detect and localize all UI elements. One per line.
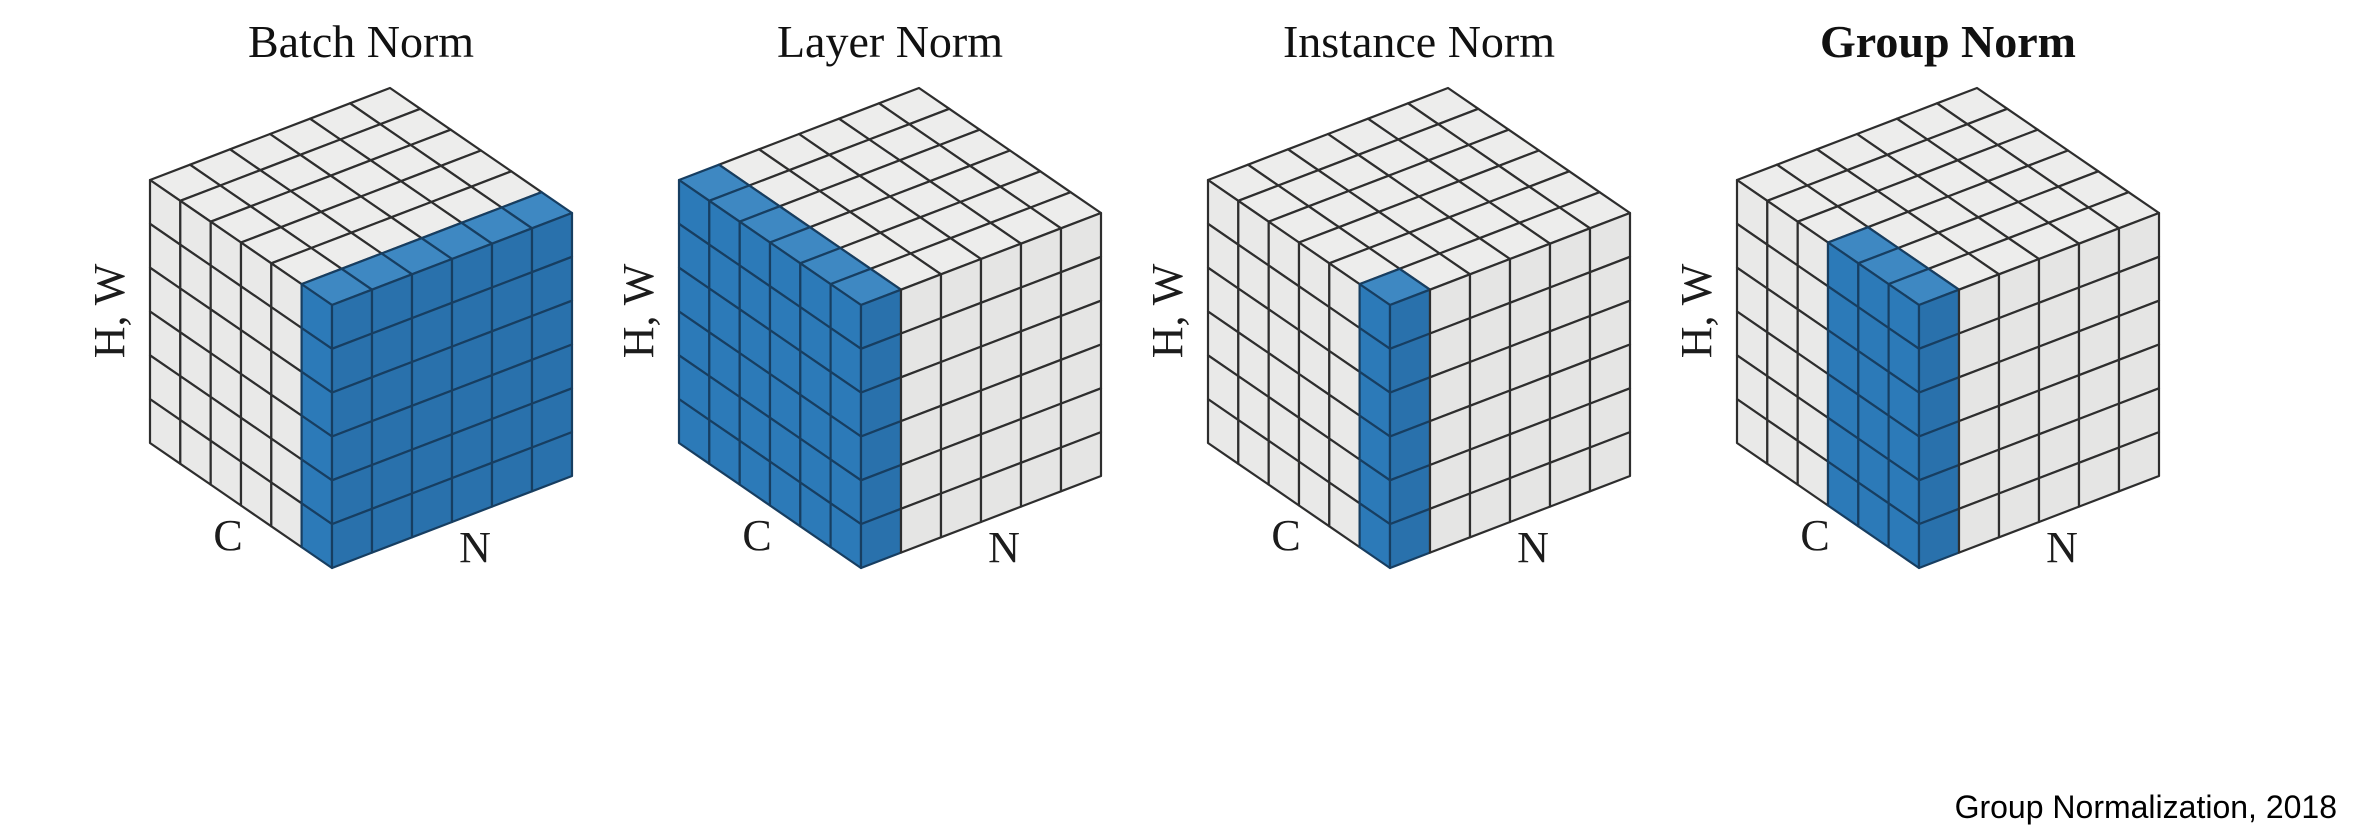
- axis-label-n: N: [2046, 523, 2078, 572]
- axis-label-c: C: [1800, 511, 1830, 560]
- highlighted-cell: [530, 431, 574, 493]
- layer-norm-cube: [677, 86, 1103, 570]
- axis-label-hw: H, W: [85, 263, 134, 359]
- cube-title: Group Norm: [1820, 16, 2076, 67]
- axis-label-c: C: [1271, 511, 1301, 560]
- axis-label-hw: H, W: [1672, 263, 1721, 359]
- axis-label-hw: H, W: [1143, 263, 1192, 359]
- batch-norm-cube: [148, 86, 574, 570]
- instance-norm-panel: Instance Norm H, W C N: [1138, 0, 1668, 640]
- batch-norm-panel: Batch Norm H, W C N: [80, 0, 610, 640]
- instance-norm-cube: [1206, 86, 1632, 570]
- axis-label-hw: H, W: [614, 263, 663, 359]
- layer-norm-panel: Layer Norm H, W C N: [609, 0, 1139, 640]
- axis-label-c: C: [742, 511, 772, 560]
- cube-title: Batch Norm: [247, 16, 475, 67]
- cube-title: Instance Norm: [1282, 16, 1556, 67]
- group-norm-panel: Group Norm H, W C N: [1667, 0, 2197, 640]
- group-norm-cube: [1735, 86, 2161, 570]
- axis-label-n: N: [459, 523, 491, 572]
- figure-caption: Group Normalization, 2018: [1954, 789, 2337, 825]
- cube-cell: [1059, 431, 1103, 493]
- cube-cell: [2117, 431, 2161, 493]
- axis-label-c: C: [213, 511, 243, 560]
- axis-label-n: N: [1517, 523, 1549, 572]
- cube-title: Layer Norm: [776, 16, 1004, 67]
- axis-label-n: N: [988, 523, 1020, 572]
- cube-cell: [1588, 431, 1632, 493]
